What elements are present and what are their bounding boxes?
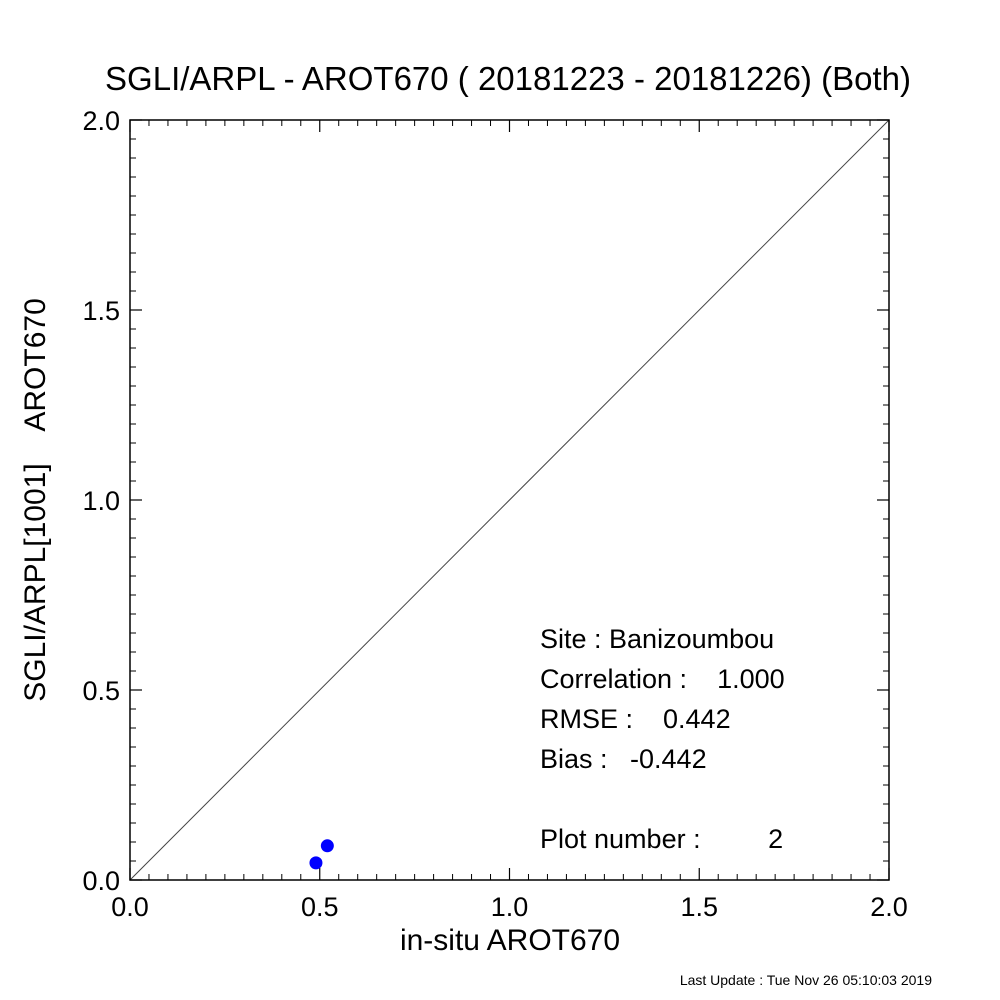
x-tick-label: 1.5 [680, 892, 718, 922]
chart-title: SGLI/ARPL - AROT670 ( 20181223 - 2018122… [105, 60, 911, 97]
y-tick-labels: 0.0 0.5 1.0 1.5 2.0 [82, 106, 120, 896]
identity-line [129, 119, 890, 881]
y-axis-label: SGLI/ARPL[1001] AROT670 [19, 298, 52, 702]
x-tick-label: 0.0 [111, 892, 149, 922]
x-axis-label: in-situ AROT670 [400, 924, 620, 957]
rmse-annotation: RMSE : 0.442 [540, 704, 731, 734]
site-annotation: Site : Banizoumbou [540, 624, 774, 654]
last-update-footer: Last Update : Tue Nov 26 05:10:03 2019 [680, 972, 932, 988]
x-tick-label: 1.0 [491, 892, 529, 922]
data-points [309, 839, 334, 870]
plot-number-annotation: Plot number : 2 [540, 824, 783, 854]
correlation-annotation: Correlation : 1.000 [540, 664, 785, 694]
y-tick-label: 2.0 [82, 106, 120, 136]
plot-frame [129, 119, 890, 881]
minor-ticks [130, 120, 889, 880]
data-point [309, 856, 323, 870]
y-tick-label: 1.0 [82, 486, 120, 516]
x-tick-label: 2.0 [870, 892, 908, 922]
y-tick-label: 0.0 [82, 866, 120, 896]
x-tick-labels: 0.0 0.5 1.0 1.5 2.0 [111, 892, 908, 922]
x-tick-label: 0.5 [301, 892, 339, 922]
data-point [320, 839, 334, 853]
y-tick-label: 1.5 [82, 296, 120, 326]
y-tick-label: 0.5 [82, 676, 120, 706]
bias-annotation: Bias : -0.442 [540, 744, 707, 774]
